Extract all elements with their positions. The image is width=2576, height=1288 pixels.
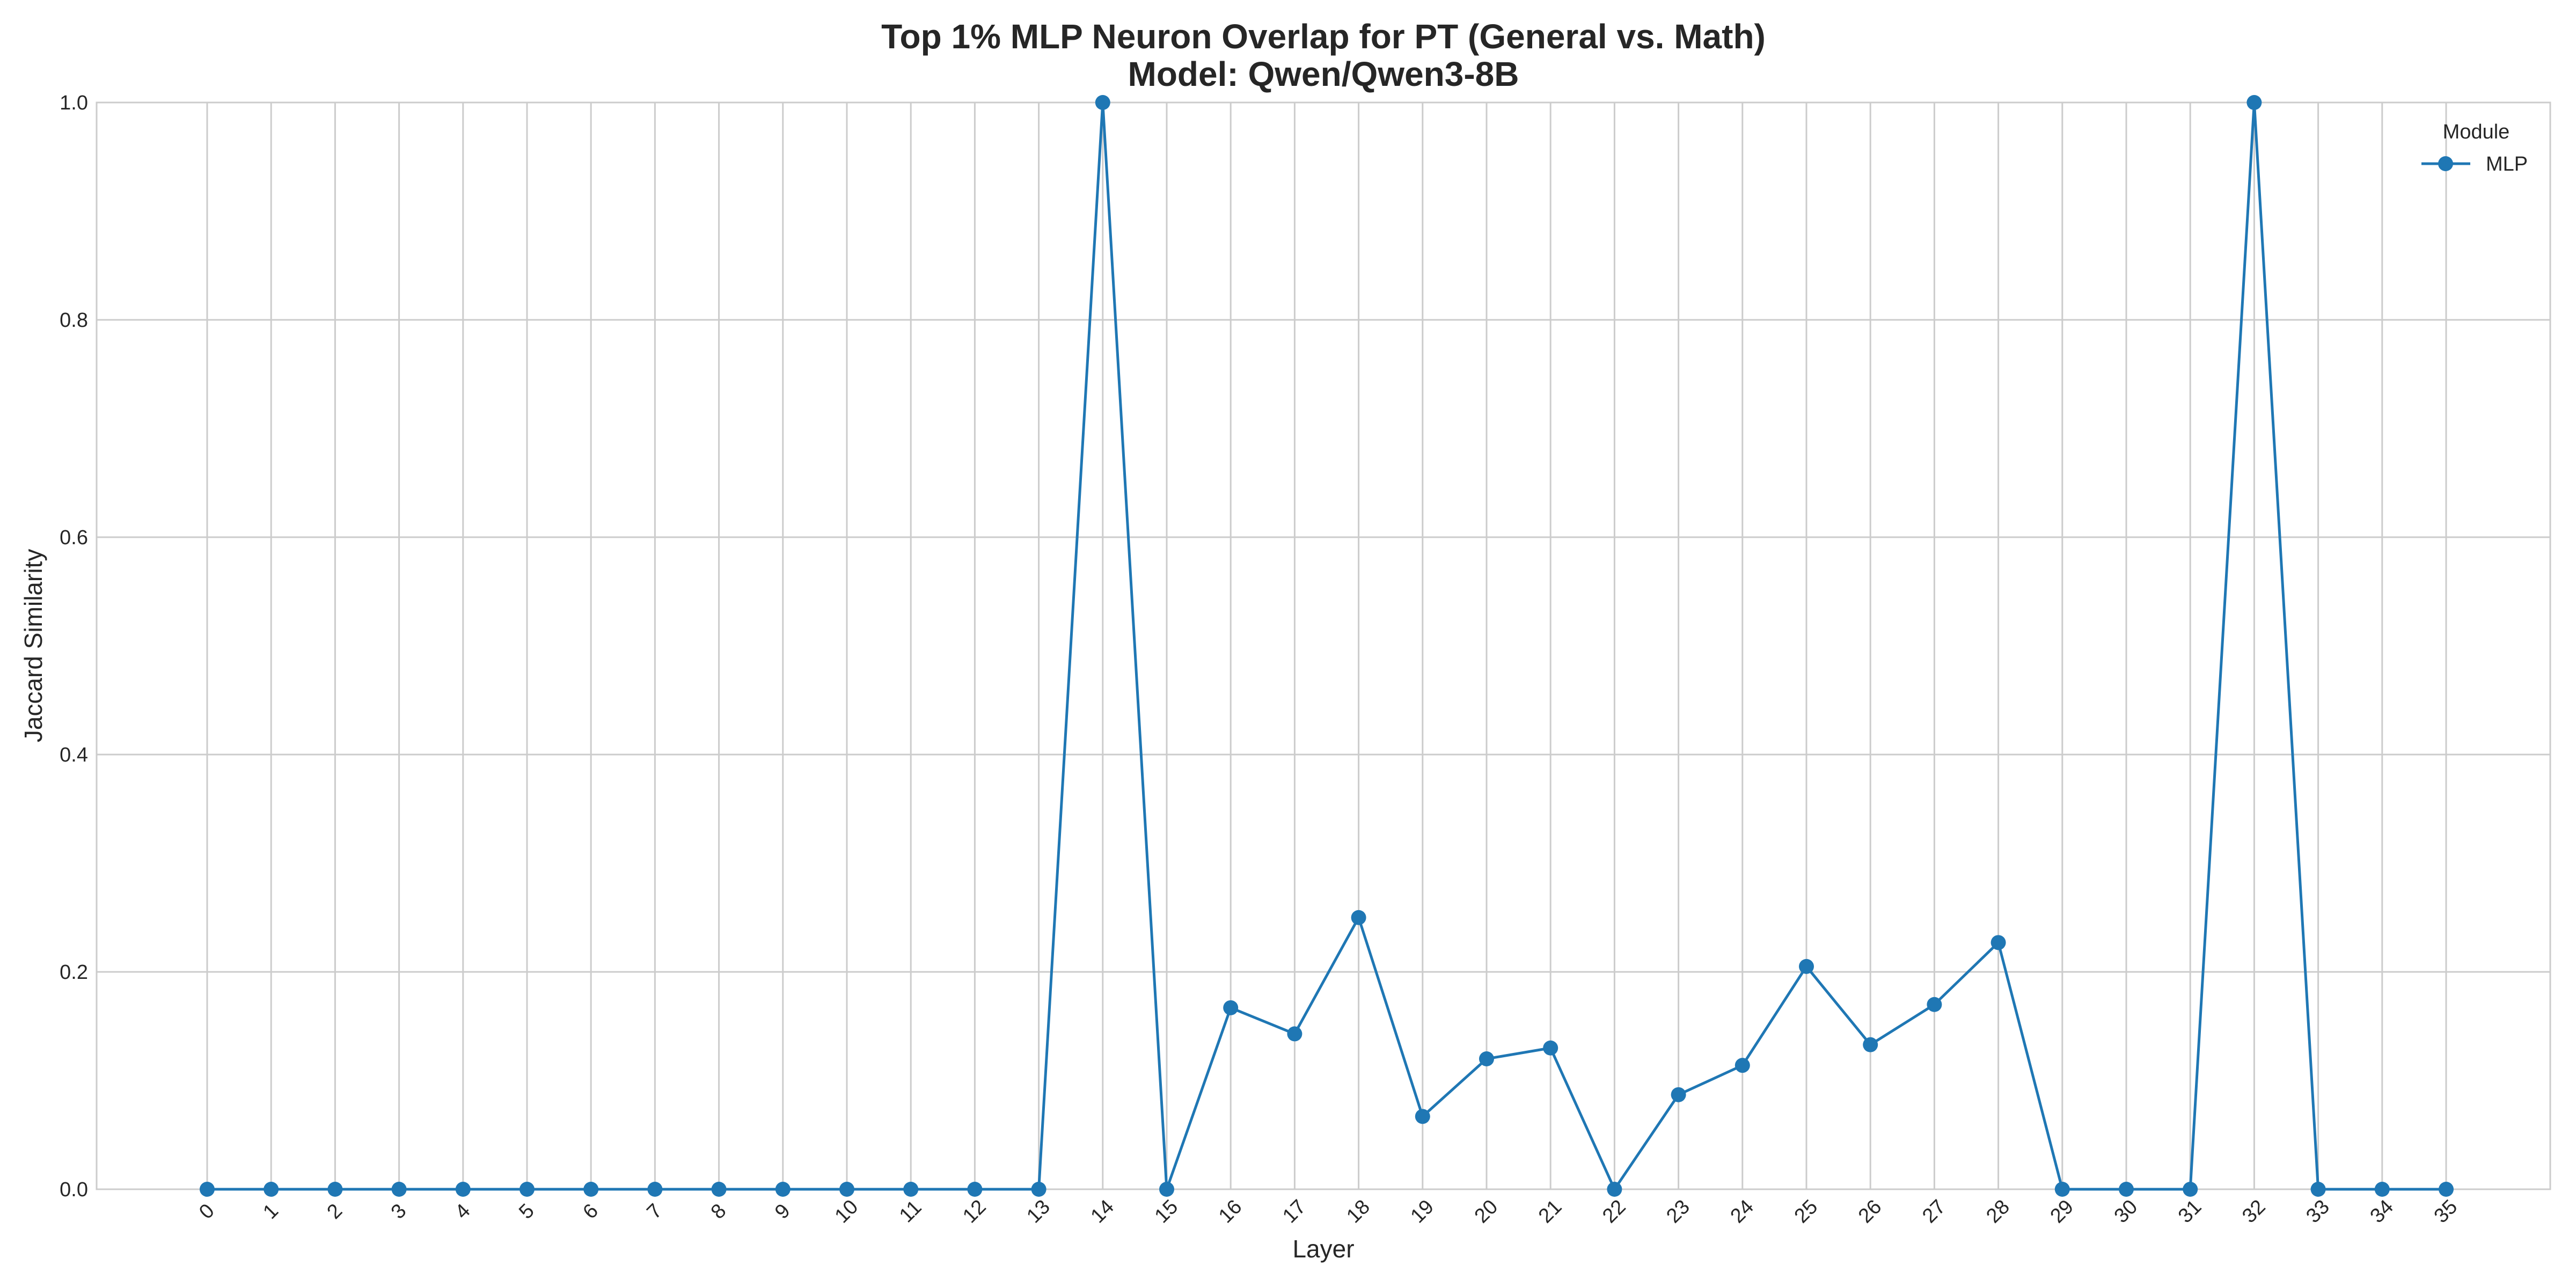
x-tick-label: 13 — [1022, 1196, 1055, 1228]
data-point — [2183, 1182, 2198, 1197]
data-point — [711, 1182, 727, 1197]
x-tick-label: 14 — [1087, 1196, 1119, 1228]
data-point — [1031, 1182, 1046, 1197]
data-point — [1415, 1109, 1430, 1124]
x-tick-label: 12 — [958, 1196, 991, 1228]
legend: Module MLP — [2421, 121, 2528, 175]
x-tick-label: 20 — [1470, 1196, 1503, 1228]
data-point — [1159, 1182, 1174, 1197]
data-point — [2374, 1182, 2390, 1197]
data-point — [1671, 1087, 1686, 1102]
data-point — [903, 1182, 919, 1197]
data-point — [2439, 1182, 2454, 1197]
x-tick-label: 28 — [1982, 1196, 2014, 1228]
plot-frame — [96, 101, 2551, 1190]
data-point — [327, 1182, 343, 1197]
x-tick-label: 16 — [1214, 1196, 1247, 1228]
chart-subtitle: Model: Qwen/Qwen3-8B — [1128, 55, 1519, 93]
x-tick-label: 9 — [771, 1199, 795, 1224]
x-tick-label: 25 — [1790, 1196, 1823, 1228]
data-point — [1479, 1051, 1494, 1066]
data-point — [1735, 1058, 1750, 1073]
x-tick-label: 32 — [2238, 1196, 2270, 1228]
x-tick-label: 35 — [2430, 1196, 2462, 1228]
data-point — [1799, 958, 1814, 974]
legend-marker-mlp — [2438, 156, 2453, 171]
x-axis-label: Layer — [1292, 1235, 1354, 1263]
x-tick-label: 29 — [2046, 1196, 2079, 1228]
x-tick-label: 0 — [195, 1199, 219, 1224]
x-tick-label: 34 — [2366, 1196, 2398, 1228]
data-point — [1607, 1182, 1622, 1197]
data-point — [1927, 997, 1942, 1012]
x-tick-label: 1 — [259, 1199, 283, 1224]
x-tick-label: 18 — [1342, 1196, 1374, 1228]
x-tick-label: 33 — [2302, 1196, 2334, 1228]
series-line-mlp — [207, 101, 2446, 1191]
x-tick-label: 17 — [1278, 1196, 1311, 1228]
y-tick-label: 0.6 — [60, 526, 88, 549]
x-tick-label: 11 — [895, 1196, 926, 1227]
x-tick-label: 6 — [579, 1199, 603, 1224]
x-tick-label: 4 — [451, 1199, 475, 1224]
x-tick-label: 10 — [831, 1196, 863, 1228]
series — [200, 95, 2454, 1197]
x-tick-label: 5 — [515, 1199, 539, 1224]
data-point — [391, 1182, 407, 1197]
legend-label-mlp: MLP — [2486, 153, 2528, 175]
y-ticks: 0.0 0.2 0.4 0.6 0.8 1.0 — [60, 92, 88, 1201]
x-tick-label: 27 — [1918, 1196, 1950, 1228]
data-point — [839, 1182, 854, 1197]
data-point — [1351, 910, 1366, 925]
x-tick-label: 22 — [1598, 1196, 1630, 1228]
x-tick-label: 23 — [1662, 1196, 1694, 1228]
data-point — [1287, 1026, 1302, 1042]
data-point — [2310, 1182, 2326, 1197]
x-tick-label: 3 — [387, 1199, 411, 1224]
y-tick-label: 0.4 — [60, 744, 88, 766]
data-point — [2119, 1182, 2134, 1197]
x-tick-label: 19 — [1407, 1196, 1439, 1228]
chart-title: Top 1% MLP Neuron Overlap for PT (Genera… — [881, 17, 1766, 56]
y-tick-label: 0.0 — [60, 1179, 88, 1201]
data-point — [1095, 95, 1110, 110]
x-tick-label: 24 — [1726, 1196, 1759, 1228]
data-point — [1863, 1037, 1878, 1052]
x-tick-label: 26 — [1854, 1196, 1886, 1228]
data-point — [583, 1182, 599, 1197]
grid — [97, 101, 2550, 1190]
x-tick-label: 7 — [643, 1199, 667, 1224]
data-point — [200, 1182, 215, 1197]
data-point — [1223, 1000, 1239, 1015]
y-tick-label: 0.8 — [60, 309, 88, 332]
data-point — [2246, 95, 2262, 110]
y-tick-label: 0.2 — [60, 961, 88, 984]
data-point — [1543, 1040, 1558, 1056]
legend-title: Module — [2443, 121, 2510, 143]
data-point — [455, 1182, 471, 1197]
data-point — [967, 1182, 983, 1197]
x-tick-label: 15 — [1151, 1196, 1183, 1228]
data-point — [775, 1182, 791, 1197]
x-tick-label: 8 — [707, 1199, 731, 1224]
data-point — [264, 1182, 279, 1197]
x-tick-label: 21 — [1534, 1196, 1567, 1228]
data-point — [1990, 935, 2006, 950]
x-tick-label: 2 — [323, 1199, 347, 1224]
data-point — [647, 1182, 663, 1197]
x-ticks: 0 1 2 3 4 5 6 7 8 9 10 11 12 13 14 15 16 17 18 19 20 21 22 23 24… — [195, 1196, 2462, 1228]
data-point — [519, 1182, 535, 1197]
x-tick-label: 30 — [2110, 1196, 2142, 1228]
x-tick-label: 31 — [2174, 1196, 2206, 1228]
y-tick-label: 1.0 — [60, 92, 88, 114]
data-point — [2054, 1182, 2070, 1197]
y-axis-label: Jaccard Similarity — [19, 549, 47, 742]
